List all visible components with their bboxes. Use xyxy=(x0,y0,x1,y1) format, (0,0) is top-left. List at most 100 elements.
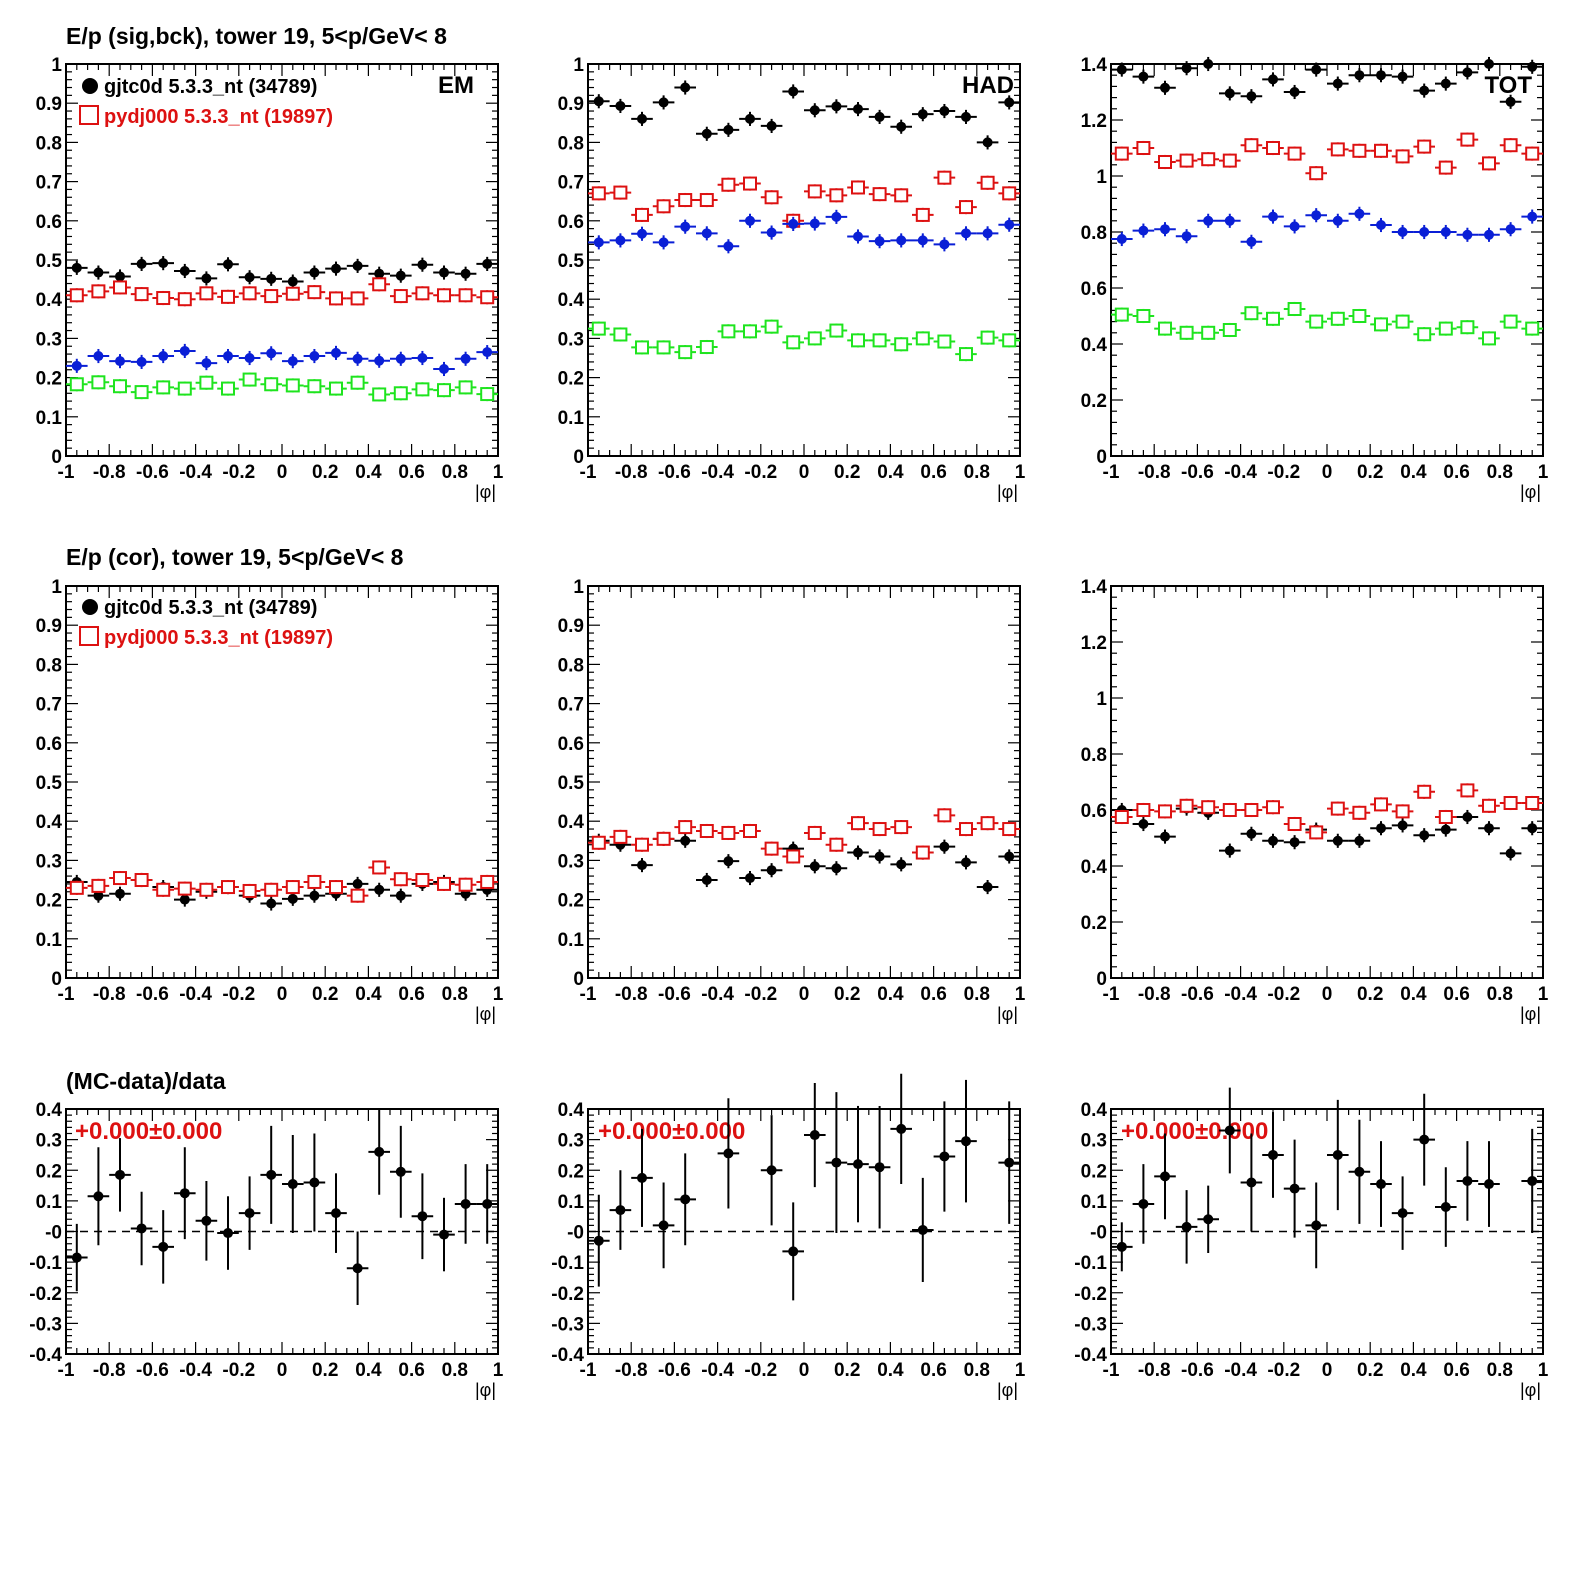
marker-open-square xyxy=(480,290,495,305)
marker-open-square xyxy=(1179,153,1194,168)
data-point xyxy=(1327,1099,1349,1211)
series-black xyxy=(588,1073,1020,1301)
y-tick-label: -0.3 xyxy=(1074,1314,1107,1335)
x-tick-label: 0 xyxy=(277,462,288,483)
data-point xyxy=(433,361,455,377)
marker-filled-circle xyxy=(1332,1149,1343,1160)
marker-filled-circle xyxy=(831,863,842,874)
panel-tag-had: HAD xyxy=(962,72,1014,99)
data-point xyxy=(588,835,610,850)
x-tick-label: -0.2 xyxy=(1267,462,1300,483)
data-point xyxy=(433,1197,455,1272)
data-point xyxy=(1521,146,1543,161)
x-tick-label: -1 xyxy=(1103,1360,1120,1381)
marker-filled-circle xyxy=(1332,835,1343,846)
marker-open-square xyxy=(1179,325,1194,340)
data-point xyxy=(1391,314,1414,329)
data-point xyxy=(1132,1164,1155,1244)
data-point xyxy=(588,94,610,109)
marker-filled-circle xyxy=(615,235,626,246)
marker-filled-circle xyxy=(874,851,885,862)
marker-filled-circle xyxy=(874,1162,885,1173)
marker-open-square xyxy=(591,186,606,201)
marker-filled-circle xyxy=(179,1188,190,1199)
marker-filled-circle xyxy=(158,258,169,269)
data-point xyxy=(1262,209,1284,224)
y-tick-label: 0.3 xyxy=(558,329,584,350)
data-point xyxy=(217,1196,239,1270)
data-point xyxy=(325,381,347,396)
x-tick-label: -0.6 xyxy=(658,462,691,483)
marker-open-square xyxy=(91,878,106,893)
marker-filled-circle xyxy=(395,1166,406,1177)
data-point xyxy=(325,880,347,895)
data-point xyxy=(66,288,88,303)
marker-open-square xyxy=(764,319,779,334)
marker-filled-circle xyxy=(417,259,428,270)
marker-filled-circle xyxy=(1246,236,1257,247)
panel-0-1: -1 -0.8 -0.6 -0.4 -0.2 0 0.2 0.4 0.6 0.8 1|φ|00.10… xyxy=(558,55,1026,502)
x-axis-label: |φ| xyxy=(475,1380,496,1400)
x-tick-label: -0.4 xyxy=(1224,462,1257,483)
x-tick-label: -1 xyxy=(1103,462,1120,483)
marker-filled-circle xyxy=(1527,1175,1538,1186)
y-tick-label: -0.1 xyxy=(551,1253,584,1274)
y-tick-label: 0.8 xyxy=(1081,745,1107,766)
marker-filled-circle xyxy=(1138,71,1149,82)
y-tick-label: 0.8 xyxy=(558,133,584,154)
y-tick-label: 1.2 xyxy=(1081,633,1107,654)
marker-filled-circle xyxy=(1203,59,1214,69)
y-tick-label: 0.4 xyxy=(1081,1100,1108,1121)
data-point xyxy=(1154,1133,1176,1220)
marker-filled-circle xyxy=(179,894,190,905)
marker-open-square xyxy=(635,340,649,355)
marker-filled-circle xyxy=(1462,67,1473,78)
marker-filled-circle xyxy=(309,267,320,278)
marker-open-square xyxy=(329,381,343,396)
y-tick-label: 0.9 xyxy=(558,616,584,637)
marker-filled-circle xyxy=(896,235,907,246)
marker-open-square xyxy=(113,379,127,394)
data-point xyxy=(174,343,196,358)
data-point xyxy=(130,1191,153,1266)
data-point xyxy=(1219,153,1241,168)
data-point xyxy=(130,354,153,369)
data-point xyxy=(368,860,390,875)
y-tick-label: 0.8 xyxy=(1081,223,1107,244)
marker-filled-circle xyxy=(831,1157,842,1168)
data-point xyxy=(1370,821,1392,836)
marker-filled-circle xyxy=(1181,231,1192,242)
y-tick-label: 0.4 xyxy=(558,1100,585,1121)
x-tick-label: 0.2 xyxy=(834,1360,860,1381)
marker-filled-circle xyxy=(93,267,104,278)
marker-filled-circle xyxy=(395,353,406,364)
x-tick-label: 0 xyxy=(277,1360,288,1381)
x-tick-label: 0.8 xyxy=(964,984,990,1005)
marker-filled-circle xyxy=(831,101,842,112)
data-point xyxy=(588,321,610,336)
data-point xyxy=(868,849,891,864)
y-tick-label: 0.7 xyxy=(558,695,584,716)
data-point xyxy=(303,379,326,394)
marker-open-square xyxy=(69,288,84,303)
marker-filled-circle xyxy=(71,262,82,273)
x-tick-label: 1 xyxy=(1015,984,1026,1005)
marker-filled-circle xyxy=(680,82,691,93)
data-point xyxy=(1240,1133,1263,1232)
legend-row1: gjtc0d 5.3.3_nt (34789) pydj000 5.3.3_nt… xyxy=(79,76,333,128)
data-point xyxy=(260,1125,282,1224)
x-tick-label: 0.8 xyxy=(964,462,990,483)
marker-open-square xyxy=(937,170,952,185)
data-point xyxy=(1305,825,1327,840)
data-point xyxy=(217,257,239,272)
marker-filled-circle xyxy=(352,260,363,271)
data-point xyxy=(696,872,718,888)
marker-open-square xyxy=(1244,138,1259,153)
marker-filled-circle xyxy=(1440,78,1451,89)
data-point xyxy=(130,385,153,400)
marker-open-square xyxy=(1201,325,1216,340)
data-point xyxy=(1435,321,1457,336)
y-tick-label: 0.3 xyxy=(36,1131,62,1152)
marker-filled-circle xyxy=(723,241,734,252)
data-point xyxy=(847,1105,869,1223)
